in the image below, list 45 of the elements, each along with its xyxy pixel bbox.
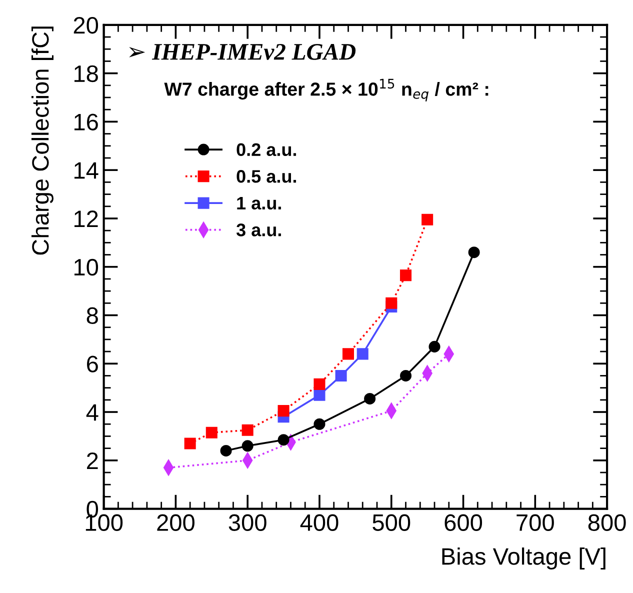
point: [314, 378, 326, 390]
y-tick-label: 10: [74, 258, 98, 276]
point: [242, 424, 254, 436]
legend-label: 3 a.u.: [236, 224, 281, 236]
y-tick-label: 2: [87, 452, 98, 469]
legend-label: 0.5 a.u.: [236, 170, 296, 183]
y-tick-label: 8: [86, 307, 98, 324]
point: [278, 405, 290, 417]
point: [400, 270, 412, 282]
y-tick-label: 4: [86, 404, 98, 421]
point: [314, 389, 326, 401]
x-tick-label: 200: [157, 514, 194, 531]
y-tick-label: 14: [74, 162, 98, 179]
point: [206, 426, 218, 438]
y-tick-label: 20: [74, 16, 98, 34]
y-tick-label: 16: [74, 114, 98, 130]
point: [220, 444, 232, 456]
legend-label: 1 a.u.: [237, 196, 281, 210]
x-tick-label: 500: [372, 514, 410, 531]
point: [468, 246, 480, 258]
y-tick-label: 18: [74, 65, 98, 82]
point: [422, 214, 434, 226]
x-tick-label: 600: [444, 514, 482, 531]
point: [335, 370, 347, 382]
point: [400, 370, 412, 382]
text: W7 charge after 2.5 × 10$^{15}$ n$_{eq}$ / cm² :: [164, 78, 488, 102]
y-axis-title: Charge Collection [fC]: [31, 26, 54, 255]
point: [242, 440, 254, 452]
point: [184, 438, 196, 450]
x-tick-label: 400: [300, 514, 338, 531]
y-tick-label: 6: [87, 356, 98, 372]
point: [278, 434, 290, 446]
x-tick-label: 300: [228, 514, 266, 531]
point: [342, 348, 354, 360]
x-axis-title: Bias Voltage [V]: [442, 548, 606, 570]
point: [364, 392, 376, 404]
y-tick-label: 12: [74, 210, 98, 228]
point: [356, 348, 368, 360]
legend-label: 0.2 a.u.: [236, 143, 296, 156]
x-tick-label: 800: [588, 514, 626, 531]
x-tick-label: 700: [516, 514, 554, 531]
point: [386, 297, 398, 309]
text: ➢ IHEP-IMEv2 LGAD: [129, 44, 356, 60]
point: [428, 340, 440, 352]
point: [314, 418, 326, 430]
